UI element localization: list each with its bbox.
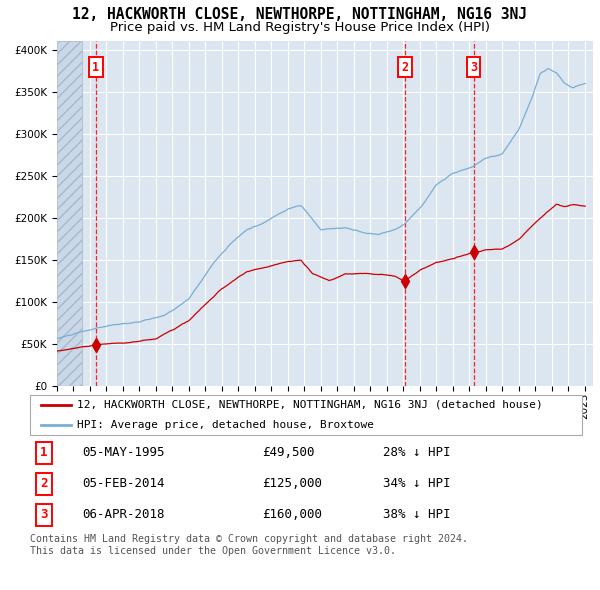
Text: 2: 2 — [401, 61, 408, 74]
Text: Contains HM Land Registry data © Crown copyright and database right 2024.
This d: Contains HM Land Registry data © Crown c… — [30, 534, 468, 556]
Text: £49,500: £49,500 — [262, 446, 314, 459]
Text: HPI: Average price, detached house, Broxtowe: HPI: Average price, detached house, Brox… — [77, 420, 374, 430]
Text: 3: 3 — [470, 61, 477, 74]
Text: 12, HACKWORTH CLOSE, NEWTHORPE, NOTTINGHAM, NG16 3NJ (detached house): 12, HACKWORTH CLOSE, NEWTHORPE, NOTTINGH… — [77, 400, 542, 409]
Text: 05-MAY-1995: 05-MAY-1995 — [82, 446, 165, 459]
Text: 38% ↓ HPI: 38% ↓ HPI — [383, 509, 451, 522]
Text: 05-FEB-2014: 05-FEB-2014 — [82, 477, 165, 490]
Text: 12, HACKWORTH CLOSE, NEWTHORPE, NOTTINGHAM, NG16 3NJ: 12, HACKWORTH CLOSE, NEWTHORPE, NOTTINGH… — [73, 7, 527, 22]
Text: 28% ↓ HPI: 28% ↓ HPI — [383, 446, 451, 459]
Text: Price paid vs. HM Land Registry's House Price Index (HPI): Price paid vs. HM Land Registry's House … — [110, 21, 490, 34]
Text: 06-APR-2018: 06-APR-2018 — [82, 509, 165, 522]
Text: 1: 1 — [40, 446, 47, 459]
Text: £160,000: £160,000 — [262, 509, 322, 522]
Text: 1: 1 — [92, 61, 100, 74]
Bar — [57, 41, 82, 386]
Text: £125,000: £125,000 — [262, 477, 322, 490]
Text: 2: 2 — [40, 477, 47, 490]
Text: 3: 3 — [40, 509, 47, 522]
Text: 34% ↓ HPI: 34% ↓ HPI — [383, 477, 451, 490]
